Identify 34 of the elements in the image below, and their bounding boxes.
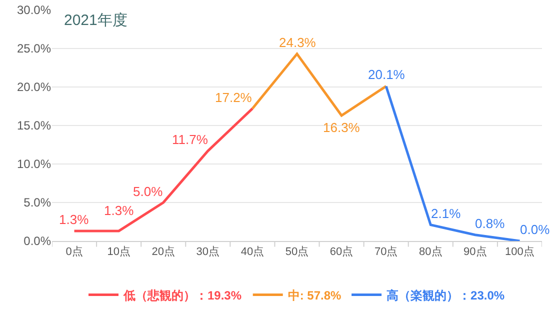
data-label: 2.1%: [431, 206, 462, 221]
x-tick-label: 50点: [285, 245, 309, 258]
data-label: 0.0%: [520, 222, 550, 237]
x-tick-label: 80点: [419, 245, 442, 258]
chart-title: 2021年度: [64, 12, 128, 29]
line-series: [384, 84, 521, 241]
data-label: 20.1%: [368, 67, 406, 82]
x-tick-label: 100点: [505, 245, 534, 258]
x-tick-label: 10点: [107, 245, 130, 258]
data-label: 1.3%: [59, 212, 90, 227]
y-tick-label: 10.0%: [16, 157, 52, 172]
y-tick-label: 20.0%: [16, 80, 52, 94]
data-label: 17.2%: [215, 90, 252, 105]
x-tick-label: 30点: [196, 245, 220, 258]
data-label: 5.0%: [133, 184, 164, 199]
y-tick-label: 0.0%: [24, 234, 52, 248]
legend-label: 高（楽観的）：23.0%: [386, 288, 505, 302]
y-tick-label: 15.0%: [16, 118, 52, 133]
x-tick-label: 90点: [464, 245, 487, 258]
legend-label: 低（悲観的）：19.3%: [122, 288, 242, 302]
y-tick-label: 30.0%: [16, 3, 52, 18]
data-label: 0.8%: [475, 216, 506, 231]
x-tick-label: 70点: [374, 245, 398, 258]
y-tick-label: 25.0%: [16, 42, 52, 56]
x-tick-label: 40点: [240, 245, 264, 258]
data-label: 1.3%: [104, 203, 134, 218]
data-label: 24.3%: [279, 35, 316, 50]
y-tick-label: 5.0%: [24, 196, 52, 210]
data-label: 16.3%: [323, 120, 360, 135]
x-tick-label: 0点: [66, 245, 83, 258]
x-tick-label: 60点: [330, 245, 354, 258]
x-tick-label: 20点: [152, 245, 175, 258]
data-label: 11.7%: [172, 132, 208, 147]
legend-label: 中: 57.8%: [288, 288, 342, 302]
